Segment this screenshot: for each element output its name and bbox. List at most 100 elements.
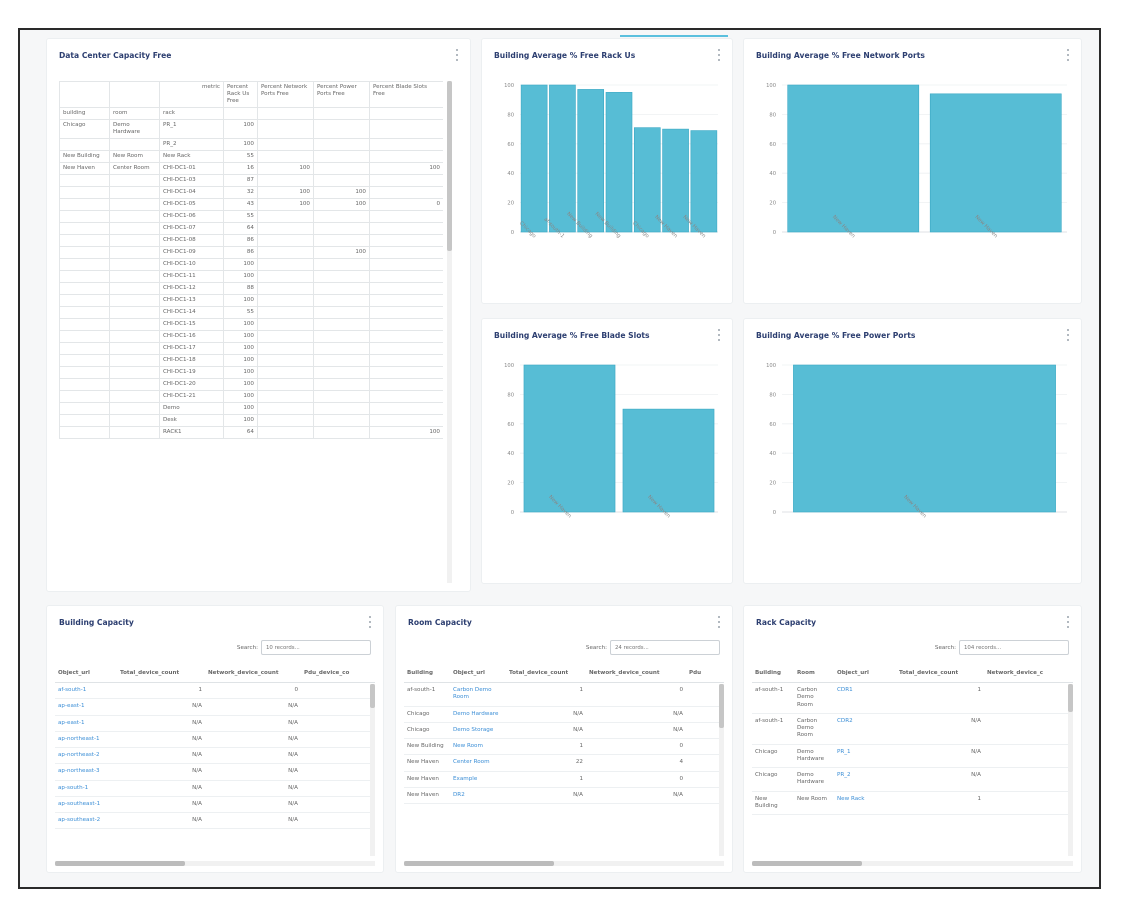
table-row: ap-southeast-1 N/A N/A xyxy=(55,796,375,814)
column-header[interactable]: Network_device_count xyxy=(205,664,301,683)
object-link[interactable]: Demo Hardware xyxy=(450,706,506,723)
table-cell: N/A xyxy=(117,780,205,797)
panel-menu-icon[interactable] xyxy=(716,49,722,61)
pivot-vertical-scrollbar[interactable] xyxy=(447,81,452,583)
object-link[interactable]: ap-southeast-1 xyxy=(55,796,117,814)
scrollbar-thumb[interactable] xyxy=(370,684,375,708)
panel-menu-icon[interactable] xyxy=(454,49,460,61)
scrollbar-thumb[interactable] xyxy=(404,861,554,866)
scrollbar-thumb[interactable] xyxy=(1068,684,1073,712)
scrollbar-thumb[interactable] xyxy=(55,861,185,866)
table-vertical-scrollbar[interactable] xyxy=(370,684,375,856)
bar xyxy=(929,93,1062,233)
column-header[interactable]: Total_device_count xyxy=(896,664,984,683)
scrollbar-thumb[interactable] xyxy=(752,861,862,866)
pivot-value-cell xyxy=(257,137,314,151)
table-vertical-scrollbar[interactable] xyxy=(1068,684,1073,856)
column-header[interactable]: Object_url xyxy=(450,664,506,683)
panel-menu-icon[interactable] xyxy=(1065,49,1071,61)
table-horizontal-scrollbar[interactable] xyxy=(404,861,724,866)
column-header[interactable]: Building xyxy=(752,664,794,683)
object-link[interactable]: CDR2 xyxy=(834,713,896,745)
object-link[interactable]: ap-east-1 xyxy=(55,715,117,732)
column-header[interactable]: Pdu_device_co xyxy=(301,664,375,683)
object-link[interactable]: DR2 xyxy=(450,787,506,805)
table-cell: Chicago xyxy=(404,722,450,740)
panel-menu-icon[interactable] xyxy=(716,329,722,341)
scrollbar-thumb[interactable] xyxy=(447,81,452,251)
pivot-row-header[interactable]: rack xyxy=(159,106,224,120)
object-link[interactable]: ap-south-1 xyxy=(55,780,117,797)
column-header[interactable]: Object_url xyxy=(834,664,896,683)
table-row: New Haven DR2 N/A N/A xyxy=(404,787,724,805)
chart-title: Building Average % Free Rack Us xyxy=(494,51,636,60)
pivot-row-header[interactable]: room xyxy=(109,106,160,120)
object-link[interactable]: Carbon Demo Room xyxy=(450,682,506,707)
column-header[interactable]: Room xyxy=(794,664,834,683)
object-link[interactable]: af-south-1 xyxy=(55,682,117,700)
y-tick-label: 100 xyxy=(766,83,776,89)
search-input[interactable] xyxy=(610,640,720,655)
object-link[interactable]: Demo Storage xyxy=(450,722,506,740)
pivot-room-cell xyxy=(109,305,160,319)
object-link[interactable]: Example xyxy=(450,771,506,788)
table-cell: N/A xyxy=(586,706,686,723)
object-link[interactable]: ap-east-1 xyxy=(55,698,117,716)
pivot-value-cell xyxy=(313,341,370,355)
pivot-rack-cell: CHI-DC1-03 xyxy=(159,173,224,187)
pivot-room-cell xyxy=(109,365,160,379)
panel-menu-icon[interactable] xyxy=(1065,329,1071,341)
table-horizontal-scrollbar[interactable] xyxy=(55,861,375,866)
scrollbar-thumb[interactable] xyxy=(719,684,724,728)
y-tick-label: 0 xyxy=(773,510,776,516)
pivot-col-header[interactable]: Percent Blade Slots Free xyxy=(369,81,443,108)
pivot-value-cell xyxy=(313,221,370,235)
column-header[interactable]: Pdu xyxy=(686,664,724,683)
table-header-row: Building Object_url Total_device_count Netw… xyxy=(404,664,724,683)
pivot-building-cell xyxy=(59,209,110,223)
column-header[interactable]: Total_device_count xyxy=(117,664,205,683)
panel-menu-icon[interactable] xyxy=(1065,616,1071,628)
table-horizontal-scrollbar[interactable] xyxy=(752,861,1073,866)
search-input[interactable] xyxy=(261,640,371,655)
column-header[interactable]: Object_url xyxy=(55,664,117,683)
panel-menu-icon[interactable] xyxy=(716,616,722,628)
search-row: Search: xyxy=(586,640,720,655)
search-label: Search: xyxy=(585,644,607,651)
object-link[interactable]: PR_1 xyxy=(834,744,896,769)
pivot-col-header[interactable]: Percent Network Ports Free xyxy=(257,81,314,108)
column-header[interactable]: Network_device_count xyxy=(586,664,686,683)
pivot-row-header[interactable]: building xyxy=(59,106,110,120)
table-vertical-scrollbar[interactable] xyxy=(719,684,724,856)
pivot-row: CHI-DC1-15 100 xyxy=(59,317,443,331)
object-link[interactable]: New Rack xyxy=(834,791,896,816)
pivot-room-cell xyxy=(109,173,160,187)
object-link[interactable]: ap-southeast-2 xyxy=(55,812,117,830)
table-cell: 1 xyxy=(117,682,205,700)
table-cell xyxy=(984,713,1073,745)
pivot-building-cell xyxy=(59,137,110,151)
column-header[interactable]: Total_device_count xyxy=(506,664,586,683)
column-header[interactable]: Network_device_c xyxy=(984,664,1073,683)
pivot-value-cell xyxy=(313,317,370,331)
pivot-col-header[interactable]: Percent Rack Us Free xyxy=(223,81,258,108)
panel-menu-icon[interactable] xyxy=(367,616,373,628)
object-link[interactable]: Center Room xyxy=(450,754,506,772)
object-link[interactable]: ap-northeast-1 xyxy=(55,731,117,749)
table-cell xyxy=(686,771,724,788)
pivot-col-header[interactable]: Percent Power Ports Free xyxy=(313,81,370,108)
pivot-row: CHI-DC1-16 100 xyxy=(59,329,443,343)
pivot-header-row-1: metric Percent Rack Us Free Percent Netw… xyxy=(59,81,443,108)
object-link[interactable]: ap-northeast-3 xyxy=(55,763,117,781)
search-input[interactable] xyxy=(959,640,1069,655)
object-link[interactable]: ap-northeast-2 xyxy=(55,747,117,765)
object-link[interactable]: PR_2 xyxy=(834,767,896,792)
pivot-value-cell xyxy=(257,365,314,379)
pivot-value-cell xyxy=(313,161,370,175)
column-header[interactable]: Building xyxy=(404,664,450,683)
pivot-value-cell: 100 xyxy=(223,137,258,151)
y-tick-label: 20 xyxy=(507,201,514,207)
pivot-value-cell xyxy=(369,257,443,271)
object-link[interactable]: New Room xyxy=(450,738,506,756)
object-link[interactable]: CDR1 xyxy=(834,682,896,714)
